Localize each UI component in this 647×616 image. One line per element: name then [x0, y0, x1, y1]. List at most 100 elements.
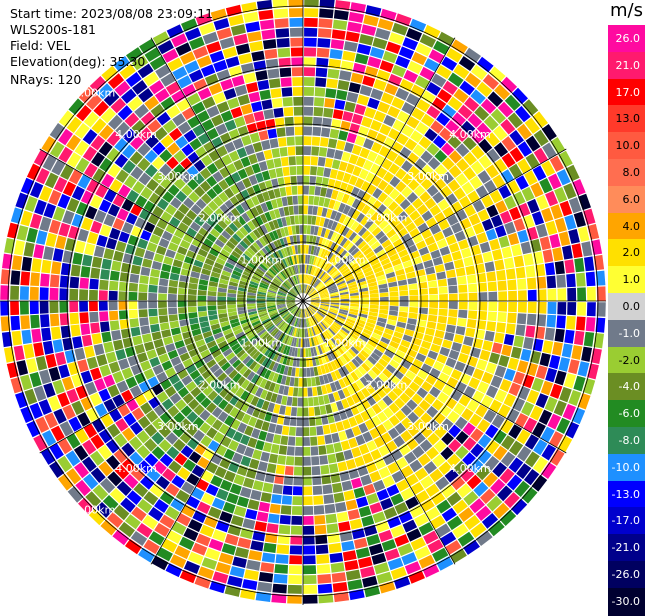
- velocity-gate: [52, 379, 65, 395]
- velocity-gate: [114, 81, 131, 97]
- velocity-gate: [494, 259, 505, 271]
- velocity-gate: [348, 82, 361, 94]
- velocity-gate: [207, 291, 217, 297]
- velocity-gate: [422, 563, 440, 578]
- velocity-gate: [66, 468, 82, 485]
- velocity-gate: [167, 184, 180, 197]
- velocity-gate: [402, 260, 413, 268]
- velocity-gate: [274, 276, 283, 284]
- velocity-gate: [395, 13, 412, 27]
- velocity-gate: [515, 175, 529, 190]
- velocity-gate: [485, 132, 500, 147]
- velocity-gate: [180, 445, 194, 458]
- colorbar-swatch: [608, 185, 645, 214]
- velocity-gate: [489, 238, 501, 251]
- velocity-gate: [364, 419, 375, 431]
- velocity-gate: [372, 511, 386, 524]
- velocity-gate: [204, 335, 215, 344]
- velocity-gate: [294, 275, 299, 284]
- velocity-gate: [201, 268, 211, 276]
- velocity-gate: [310, 276, 315, 286]
- velocity-gate: [441, 142, 455, 156]
- velocity-gate: [315, 268, 322, 277]
- velocity-gate: [584, 256, 595, 272]
- velocity-gate: [128, 282, 138, 292]
- velocity-gate: [380, 498, 394, 510]
- velocity-gate: [198, 316, 209, 323]
- velocity-gate: [276, 301, 286, 304]
- velocity-gate: [276, 296, 286, 300]
- velocity-gate: [299, 308, 302, 318]
- velocity-gate: [227, 304, 237, 309]
- velocity-gate: [486, 204, 499, 218]
- velocity-gate: [465, 265, 476, 276]
- velocity-gate: [431, 491, 446, 506]
- velocity-gate: [10, 270, 21, 285]
- velocity-gate: [170, 356, 182, 367]
- velocity-gate: [381, 354, 392, 363]
- velocity-gate: [429, 468, 444, 483]
- velocity-gate: [503, 368, 516, 382]
- velocity-gate: [243, 113, 255, 125]
- velocity-gate: [278, 57, 291, 68]
- velocity-gate: [99, 364, 111, 377]
- velocity-gate: [397, 110, 410, 124]
- velocity-gate: [420, 498, 435, 512]
- velocity-gate: [280, 344, 286, 354]
- velocity-gate: [526, 362, 538, 377]
- velocity-gate: [317, 310, 326, 317]
- velocity-gate: [466, 274, 477, 284]
- velocity-gate: [351, 528, 366, 540]
- velocity-gate: [185, 27, 202, 41]
- velocity-gate: [364, 585, 381, 598]
- velocity-gate: [260, 492, 272, 503]
- velocity-gate: [168, 460, 182, 474]
- velocity-gate: [184, 60, 200, 74]
- velocity-gate: [317, 156, 326, 167]
- velocity-gate: [235, 230, 245, 240]
- velocity-gate: [291, 306, 298, 314]
- velocity-gate: [106, 237, 118, 250]
- velocity-gate: [118, 301, 128, 310]
- velocity-gate: [231, 343, 241, 352]
- velocity-gate: [517, 301, 527, 313]
- velocity-gate: [463, 256, 474, 267]
- velocity-gate: [271, 98, 283, 108]
- velocity-gate: [535, 393, 549, 409]
- velocity-gate: [266, 295, 276, 298]
- velocity-gate: [223, 403, 234, 414]
- velocity-gate: [175, 489, 190, 503]
- velocity-gate: [335, 318, 345, 325]
- velocity-gate: [232, 138, 244, 150]
- velocity-gate: [453, 460, 468, 475]
- velocity-gate: [173, 412, 186, 424]
- velocity-gate: [326, 148, 336, 159]
- velocity-gate: [414, 158, 427, 171]
- velocity-gate: [315, 534, 328, 545]
- velocity-gate: [319, 322, 326, 331]
- velocity-gate: [397, 364, 408, 375]
- velocity-gate: [92, 168, 106, 183]
- velocity-gate: [517, 386, 531, 401]
- velocity-gate: [320, 304, 329, 308]
- velocity-gate: [525, 265, 536, 278]
- velocity-gate: [291, 67, 303, 77]
- velocity-gate: [128, 291, 138, 301]
- velocity-gate: [280, 505, 292, 515]
- velocity-gate: [39, 185, 53, 202]
- velocity-gate: [275, 28, 290, 38]
- velocity-gate: [573, 375, 586, 392]
- velocity-gate: [373, 436, 385, 448]
- velocity-gate: [19, 286, 29, 300]
- velocity-gate: [328, 327, 336, 336]
- velocity-gate: [305, 285, 310, 294]
- velocity-gate: [304, 57, 316, 67]
- velocity-gate: [467, 356, 479, 368]
- velocity-gate: [516, 463, 532, 480]
- velocity-gate: [41, 136, 57, 153]
- velocity-gate: [455, 173, 469, 187]
- velocity-gate: [329, 423, 338, 434]
- velocity-gate: [23, 343, 35, 359]
- velocity-gate: [295, 136, 303, 146]
- velocity-gate: [95, 502, 112, 518]
